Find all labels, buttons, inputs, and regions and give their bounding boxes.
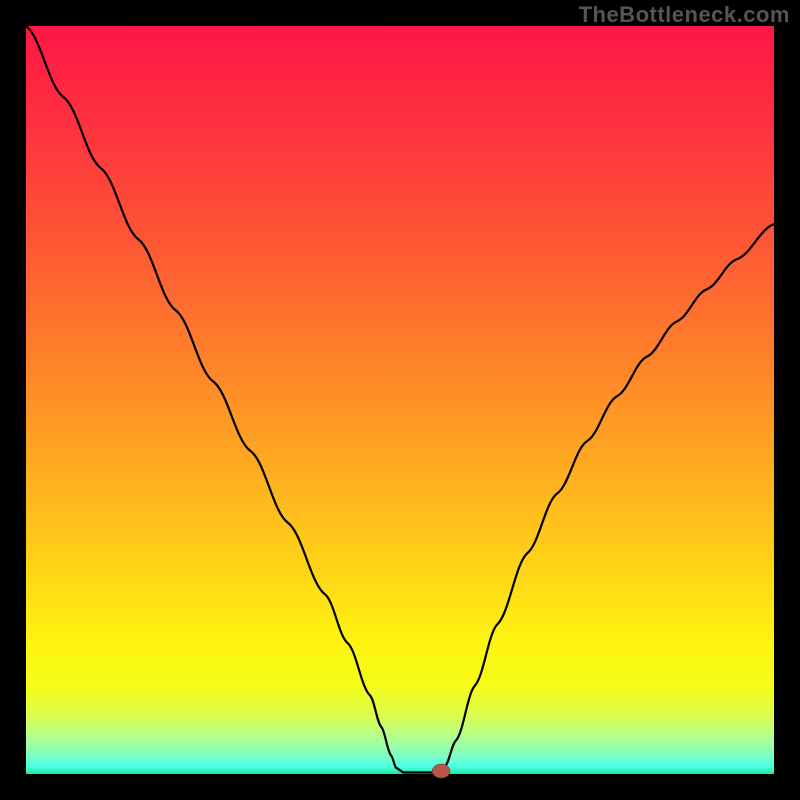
bottleneck-chart	[0, 0, 800, 800]
watermark-text: TheBottleneck.com	[579, 2, 790, 28]
optimum-marker	[432, 764, 450, 778]
chart-container: TheBottleneck.com	[0, 0, 800, 800]
gradient-background	[26, 26, 774, 774]
